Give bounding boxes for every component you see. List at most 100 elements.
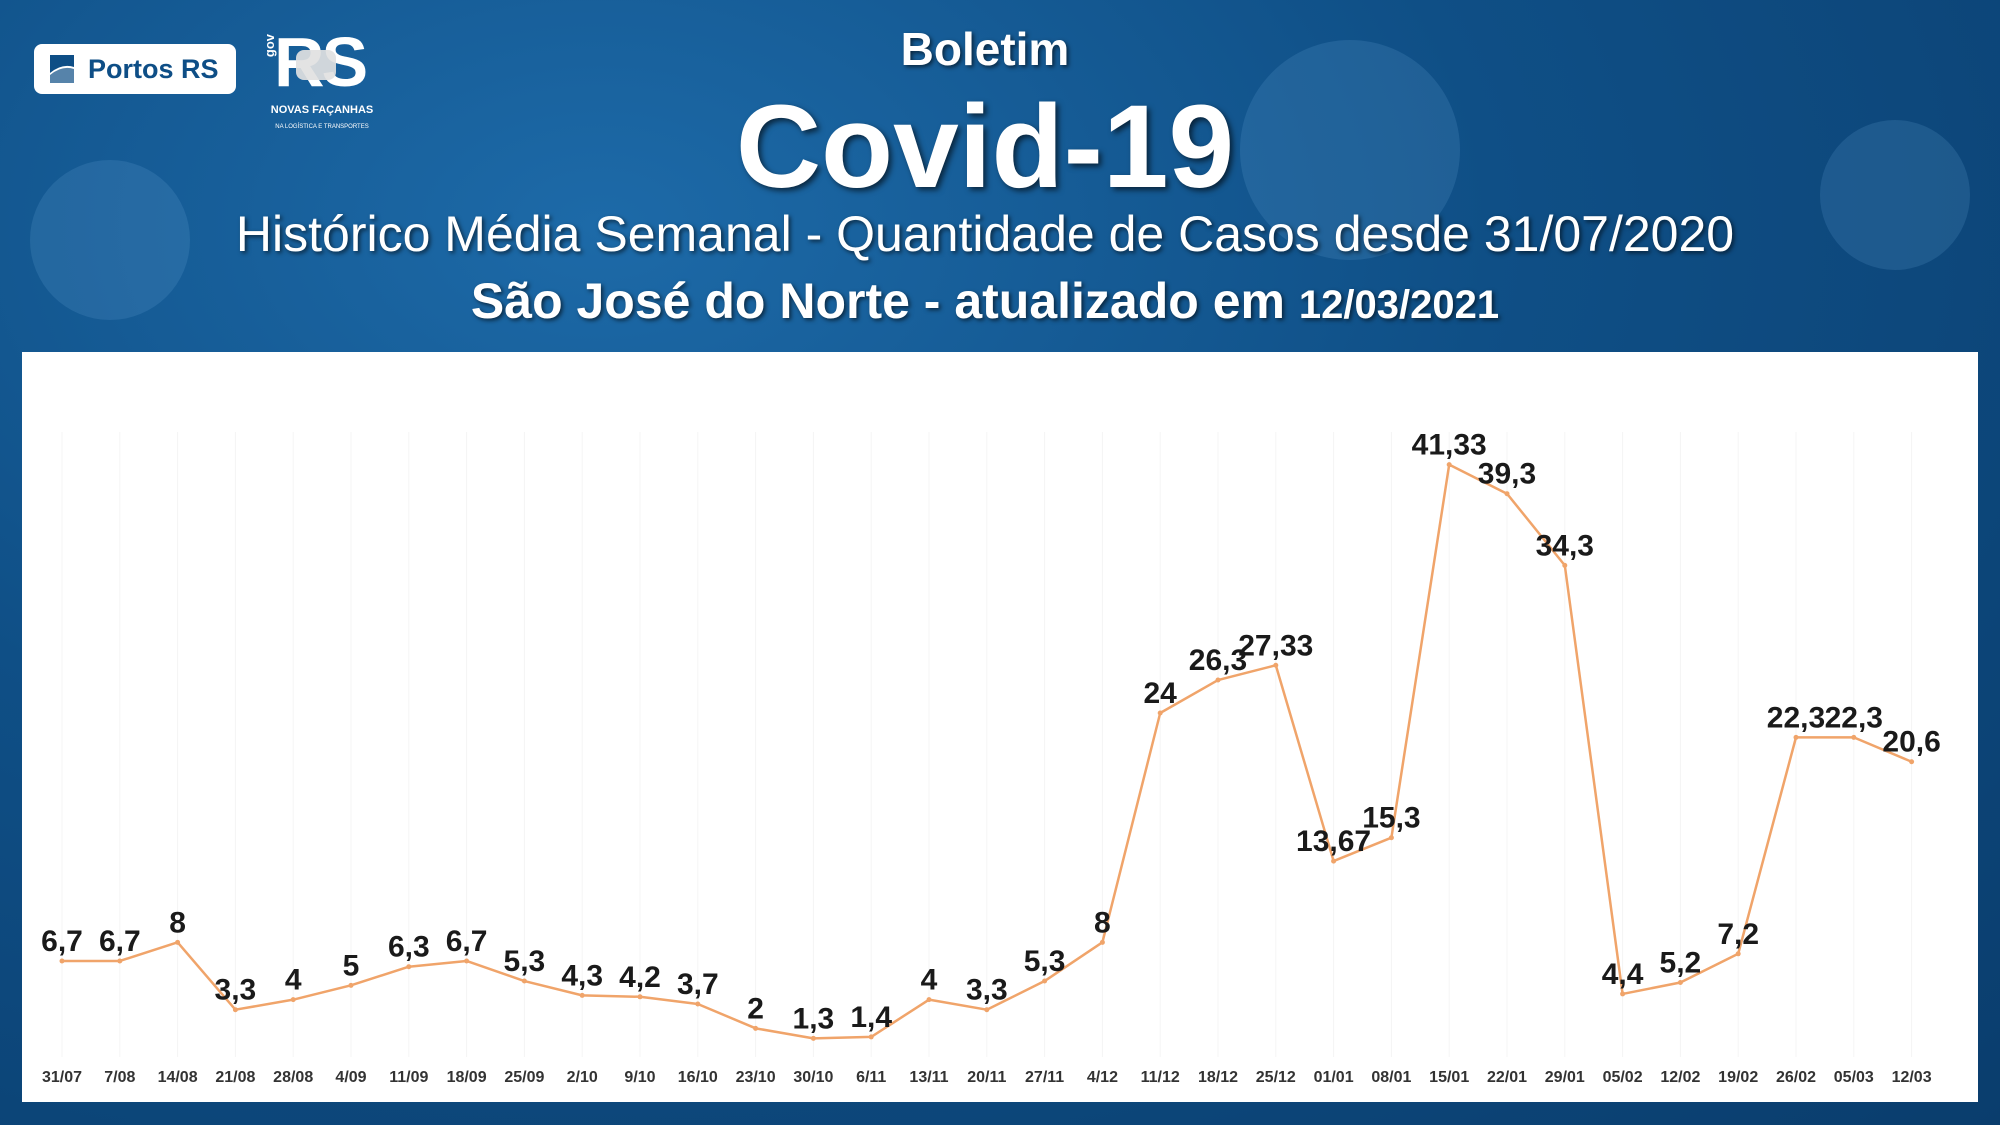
update-date: 12/03/2021 [1298,283,1500,327]
x-tick-label: 11/09 [389,1069,428,1086]
data-label: 3,3 [215,974,257,1007]
x-tick-label: 11/12 [1141,1069,1180,1086]
x-tick-label: 27/11 [1025,1069,1064,1086]
data-label: 3,3 [966,974,1008,1007]
data-label: 8 [1094,906,1111,939]
page-subtitle: Histórico Média Semanal - Quantidade de … [235,206,1735,262]
data-label: 5 [343,949,360,982]
data-label: 22,3 [1825,701,1883,734]
x-tick-label: 25/09 [504,1069,544,1086]
x-tick-label: 20/11 [967,1069,1006,1086]
data-point [1504,491,1510,497]
data-label: 27,33 [1238,629,1313,662]
data-label: 26,3 [1189,644,1247,677]
data-point [1851,734,1857,740]
data-point [290,997,296,1003]
data-point [1446,462,1452,468]
data-label: 6,3 [388,931,430,964]
data-point [810,1035,816,1041]
location-text: São José do Norte - atualizado em [470,273,1285,329]
data-point [59,958,65,964]
data-label: 39,3 [1478,458,1536,491]
data-point [1677,979,1683,985]
portos-flag-icon [50,55,74,83]
data-point [1042,978,1048,984]
data-label: 5,3 [504,945,546,978]
data-point [175,939,181,945]
x-tick-label: 19/02 [1718,1069,1758,1086]
logo-slogan-text: NA LOGÍSTICA E TRANSPORTES [275,124,369,130]
data-label: 3,7 [677,968,719,1001]
background-virus-shape [1240,40,1460,260]
x-tick-label: 21/08 [215,1069,255,1086]
x-tick-label: 29/01 [1545,1069,1585,1086]
data-label: 1,3 [793,1002,835,1035]
data-point [637,994,643,1000]
x-tick-label: 18/12 [1198,1069,1238,1086]
data-point [1099,939,1105,945]
x-tick-label: 4/09 [335,1069,366,1086]
data-point [1909,759,1915,765]
data-label: 4,4 [1602,958,1644,991]
data-point [1620,991,1626,997]
novas-facanhas-text: NOVAS FAÇANHAS [270,104,374,116]
data-point [984,1007,990,1013]
cases-line-chart: 6,7 6,7 8 3,3 4 5 6,3 6,7 5,3 4,3 4,2 3,7 2 1,3 1,4 4 3,… [41,429,1941,1086]
data-point [695,1001,701,1007]
data-label: 24 [1144,677,1178,710]
data-label: 4,3 [561,959,603,992]
data-point [1735,951,1741,957]
data-label: 5,2 [1660,946,1702,979]
x-tick-label: 7/08 [104,1069,135,1086]
x-tick-label: 2/10 [567,1069,598,1086]
data-point [521,978,527,984]
background-virus-shape [30,160,190,320]
data-label: 20,6 [1882,726,1940,759]
x-tick-label: 6/11 [856,1069,886,1086]
data-label: 13,67 [1296,825,1371,858]
header: Portos RS gov RS NOVAS FAÇANHAS NA LOGÍS… [0,0,2000,350]
data-point [232,1007,238,1013]
data-label: 4,2 [619,961,661,994]
data-point [348,982,354,988]
x-tick-label: 18/09 [447,1069,487,1086]
data-label: 15,3 [1362,802,1420,835]
data-label: 6,7 [41,925,83,958]
x-tick-label: 08/01 [1371,1069,1411,1086]
data-point [1388,835,1394,841]
data-label: 34,3 [1536,529,1594,562]
x-tick-label: 30/10 [793,1069,833,1086]
rs-government-logo: gov RS NOVAS FAÇANHAS NA LOGÍSTICA E TRA… [262,23,382,144]
data-point [579,992,585,998]
location-update-line: São José do Norte - atualizado em 12/03/… [0,272,1970,330]
data-label: 4 [921,964,938,997]
data-point [753,1025,759,1031]
data-label: 6,7 [99,925,141,958]
mask-icon [296,50,336,80]
x-tick-label: 16/10 [678,1069,718,1086]
x-tick-label: 12/03 [1892,1069,1932,1086]
data-point [926,997,932,1003]
x-tick-label: 31/07 [42,1069,82,1086]
x-tick-label: 05/02 [1603,1069,1643,1086]
x-tick-label: 23/10 [736,1069,776,1086]
x-tick-label: 22/01 [1487,1069,1527,1086]
x-tick-label: 4/12 [1087,1069,1118,1086]
x-tick-label: 05/03 [1834,1069,1874,1086]
chart-panel: 6,7 6,7 8 3,3 4 5 6,3 6,7 5,3 4,3 4,2 3,7 2 1,3 1,4 4 3,… [22,352,1978,1102]
x-tick-label: 28/08 [273,1069,313,1086]
data-point [1793,734,1799,740]
data-label: 1,4 [850,1001,892,1034]
data-label: 22,3 [1767,701,1825,734]
data-label: 4 [285,964,302,997]
x-tick-label: 01/01 [1314,1069,1354,1086]
data-point [406,964,412,970]
data-label: 41,33 [1412,429,1487,462]
data-label: 7,2 [1717,918,1759,951]
page-title: Covid-19 [735,81,1235,213]
x-tick-label: 25/12 [1256,1069,1296,1086]
x-tick-label: 13/11 [909,1069,948,1086]
x-tick-label: 26/02 [1776,1069,1816,1086]
data-point [1215,677,1221,683]
portos-rs-logo-text: Portos RS [88,53,219,84]
